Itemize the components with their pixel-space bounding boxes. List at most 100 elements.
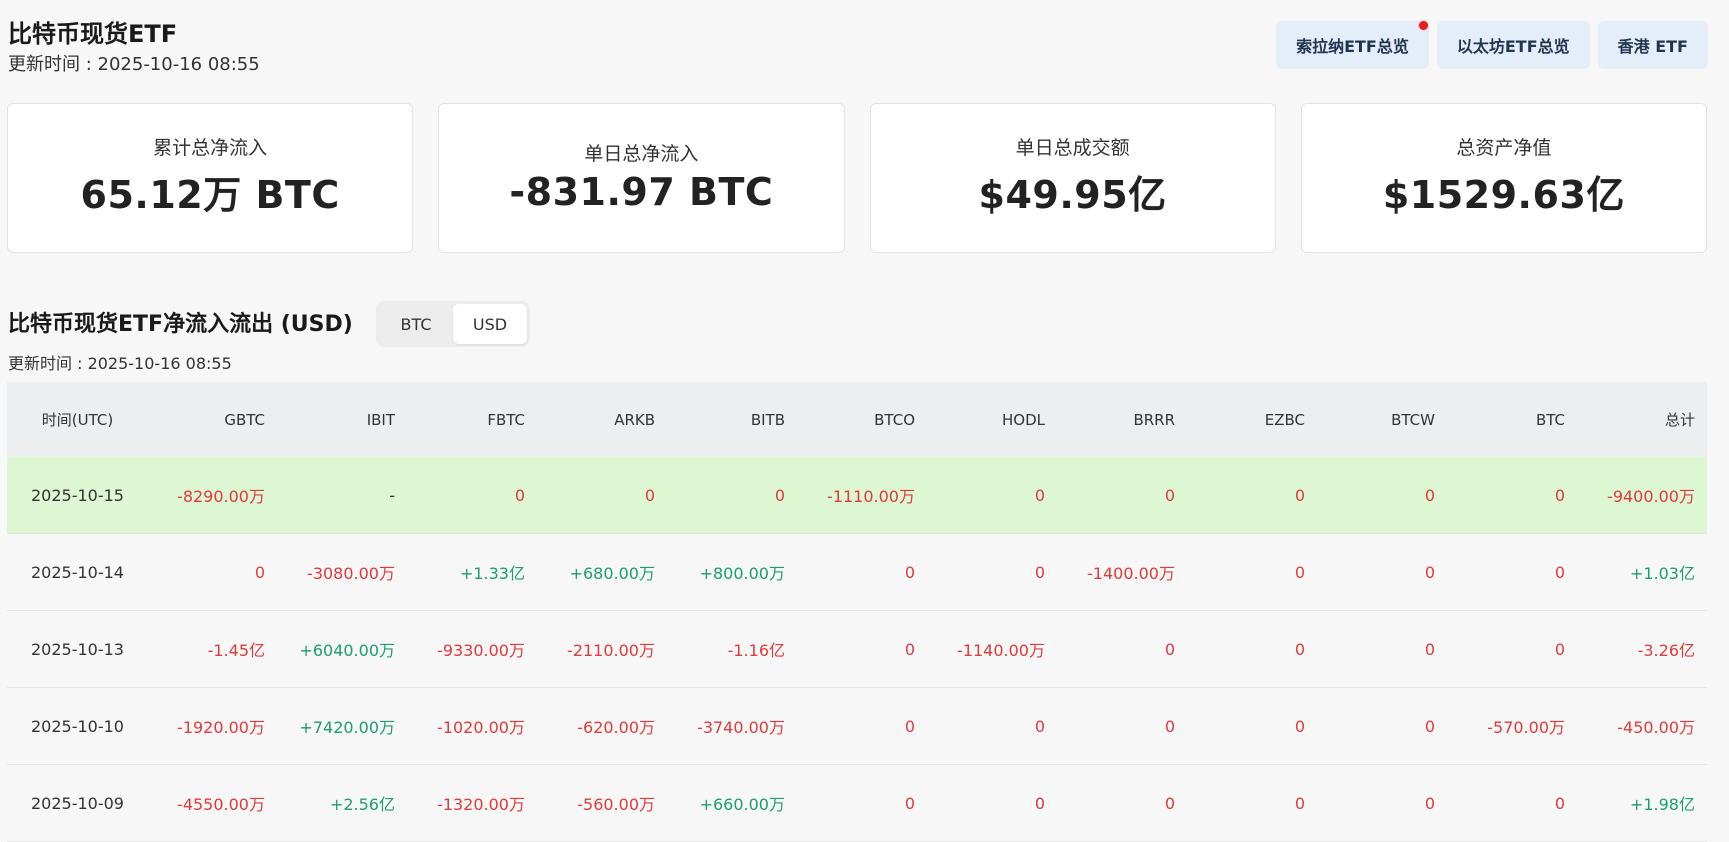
table-row: 2025-10-09 -4550.00万 +2.56亿 -1320.00万 -560.0… [7, 764, 1707, 842]
flow-cell: 0 [797, 687, 927, 765]
date-cell: 2025-10-14 [7, 533, 147, 611]
flow-cell: -1320.00万 [407, 764, 537, 842]
etf-flow-table: 时间(UTC) GBTC IBIT FBTC ARKB BITB BTCO HODL BRRR E… [7, 382, 1707, 842]
column-header: GBTC [147, 382, 277, 457]
flow-cell: 0 [927, 457, 1057, 534]
flow-cell: -1400.00万 [1057, 533, 1187, 611]
stat-label: 总资产净值 [1456, 137, 1552, 159]
flow-section-title: 比特币现货ETF净流入流出 (USD) [8, 312, 353, 337]
stat-value: -831.97 BTC [509, 169, 774, 214]
stat-value: 65.12万 BTC [80, 173, 340, 217]
flow-cell: -450.00万 [1577, 687, 1707, 765]
flow-cell: 0 [1317, 533, 1447, 611]
table-row: 2025-10-10 -1920.00万 +7420.00万 -1020.00万 -62… [7, 687, 1707, 765]
flow-cell: 0 [927, 687, 1057, 765]
column-header: BTCW [1317, 382, 1447, 457]
column-header: IBIT [277, 382, 407, 457]
column-header: ARKB [537, 382, 667, 457]
table-header-row: 时间(UTC) GBTC IBIT FBTC ARKB BITB BTCO HODL BRRR E… [7, 382, 1707, 457]
page-title: 比特币现货ETF [8, 20, 178, 48]
flow-cell: 0 [1057, 610, 1187, 688]
stat-value: $1529.63亿 [1382, 173, 1625, 217]
flow-cell: 0 [1187, 610, 1317, 688]
toggle-option-btc[interactable]: BTC [400, 314, 432, 334]
update-time: 更新时间 : 2025-10-16 08:55 [8, 54, 260, 75]
flow-cell: 0 [1187, 457, 1317, 534]
column-header: 总计 [1577, 382, 1707, 457]
flow-cell: 0 [1057, 457, 1187, 534]
flow-cell: -9400.00万 [1577, 457, 1707, 534]
stat-card-cumulative-inflow: 累计总净流入 65.12万 BTC [7, 103, 414, 253]
flow-cell: 0 [797, 533, 927, 611]
column-header: BITB [667, 382, 797, 457]
flow-cell: -560.00万 [537, 764, 667, 842]
table-row: 2025-10-15 -8290.00万 -0 0 0 -1110.00万 0 0 0 0 0 -94… [7, 457, 1707, 534]
table-row: 2025-10-13 -1.45亿 +6040.00万 -9330.00万 -2110.… [7, 610, 1707, 688]
toggle-option-usd[interactable]: USD [453, 304, 527, 344]
column-header: EZBC [1187, 382, 1317, 457]
flow-cell: 0 [667, 457, 797, 534]
top-nav-buttons: 索拉纳ETF总览 以太坊ETF总览 香港 ETF [1276, 20, 1708, 69]
flow-cell: -1920.00万 [147, 687, 277, 765]
flow-cell: 0 [927, 533, 1057, 611]
flow-cell: 0 [407, 457, 537, 534]
flow-cell: +6040.00万 [277, 610, 407, 688]
date-cell: 2025-10-15 [7, 457, 147, 534]
flow-cell: -1020.00万 [407, 687, 537, 765]
column-header: BTC [1447, 382, 1577, 457]
flow-cell: -8290.00万 [147, 457, 277, 534]
stat-label: 累计总净流入 [153, 137, 268, 159]
column-header: FBTC [407, 382, 537, 457]
flow-cell: - [277, 457, 407, 534]
flow-cell: -1.45亿 [147, 610, 277, 688]
stat-label: 单日总成交额 [1015, 137, 1130, 159]
flow-cell: +1.33亿 [407, 533, 537, 611]
currency-toggle: BTC USD [376, 301, 530, 347]
flow-cell: 0 [927, 764, 1057, 842]
column-header: BTCO [797, 382, 927, 457]
column-header: 时间(UTC) [7, 382, 147, 457]
flow-cell: 0 [1187, 533, 1317, 611]
flow-cell: +680.00万 [537, 533, 667, 611]
flow-cell: -620.00万 [537, 687, 667, 765]
ethereum-etf-overview-button[interactable]: 以太坊ETF总览 [1436, 21, 1590, 69]
ethereum-etf-overview-label: 以太坊ETF总览 [1456, 37, 1570, 56]
notification-dot [1417, 20, 1429, 31]
solana-etf-overview-button[interactable]: 索拉纳ETF总览 [1276, 20, 1429, 69]
flow-cell: -1140.00万 [927, 610, 1057, 688]
flow-cell: 0 [1447, 764, 1577, 842]
hongkong-etf-label: 香港 ETF [1617, 37, 1688, 56]
flow-cell: 0 [1057, 764, 1187, 842]
flow-cell: -3080.00万 [277, 533, 407, 611]
flow-update-time: 更新时间 : 2025-10-16 08:55 [8, 354, 232, 373]
hongkong-etf-button[interactable]: 香港 ETF [1597, 21, 1708, 69]
summary-cards: 累计总净流入 65.12万 BTC 单日总净流入 -831.97 BTC 单日总… [7, 103, 1707, 253]
flow-cell: +800.00万 [667, 533, 797, 611]
flow-cell: 0 [1447, 610, 1577, 688]
flow-cell: -3.26亿 [1577, 610, 1707, 688]
flow-cell: 0 [537, 457, 667, 534]
flow-cell: -570.00万 [1447, 687, 1577, 765]
flow-cell: +7420.00万 [277, 687, 407, 765]
column-header: HODL [927, 382, 1057, 457]
stat-label: 单日总净流入 [584, 142, 699, 165]
date-cell: 2025-10-09 [7, 764, 147, 842]
solana-etf-overview-label: 索拉纳ETF总览 [1296, 37, 1409, 56]
stat-card-daily-inflow: 单日总净流入 -831.97 BTC [438, 103, 845, 253]
flow-cell: 0 [147, 533, 277, 611]
flow-cell: 0 [1447, 533, 1577, 611]
flow-cell: -1.16亿 [667, 610, 797, 688]
flow-cell: -1110.00万 [797, 457, 927, 534]
flow-cell: +660.00万 [667, 764, 797, 842]
flow-cell: +1.98亿 [1577, 764, 1707, 842]
flow-cell: +1.03亿 [1577, 533, 1707, 611]
stat-card-total-net-assets: 总资产净值 $1529.63亿 [1300, 103, 1707, 253]
date-cell: 2025-10-13 [7, 610, 147, 688]
flow-cell: 0 [1317, 457, 1447, 534]
flow-cell: 0 [1057, 687, 1187, 765]
flow-cell: -3740.00万 [667, 687, 797, 765]
flow-cell: 0 [1187, 687, 1317, 765]
table-row: 2025-10-14 0 -3080.00万 +1.33亿 +680.00万 +800.0… [7, 533, 1707, 611]
flow-cell: 0 [1317, 687, 1447, 765]
stat-card-daily-volume: 单日总成交额 $49.95亿 [869, 103, 1276, 253]
